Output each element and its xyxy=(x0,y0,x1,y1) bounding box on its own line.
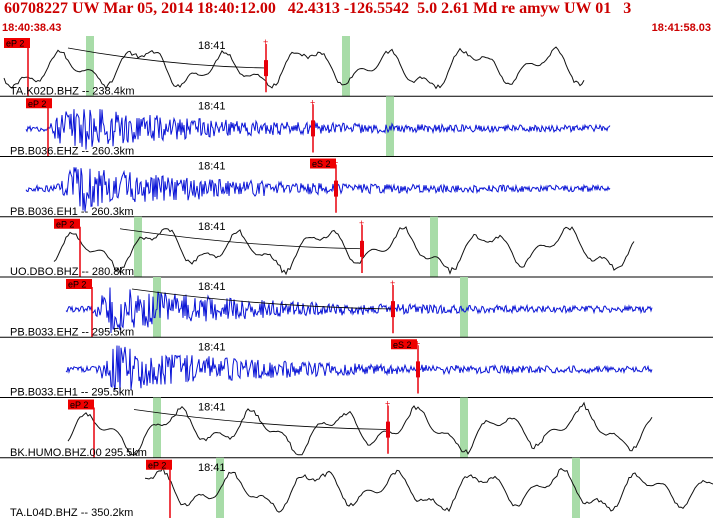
waveform xyxy=(67,401,653,456)
station-label: PB.B036.EH1 -- 260.3km xyxy=(10,206,134,218)
station-label: UO.DBO.BHZ -- 280.8km xyxy=(10,266,134,278)
p-pick-label: eP 2 xyxy=(148,460,166,470)
start-time: 18:40:38.43 xyxy=(2,22,62,34)
phase-window xyxy=(86,36,94,97)
phase-window xyxy=(216,457,224,518)
p-pick-label-box[interactable] xyxy=(68,399,94,410)
coda-envelope xyxy=(131,288,394,310)
p-pick-label-box[interactable] xyxy=(26,98,52,109)
waveform xyxy=(25,167,611,212)
s-pick-bar xyxy=(360,240,364,257)
pick-plus-icon: + xyxy=(385,399,390,409)
station-label: TA.L04D.BHZ -- 350.2km xyxy=(10,507,133,518)
phase-window xyxy=(460,277,468,338)
waveform xyxy=(65,287,653,334)
phase-window xyxy=(430,216,438,277)
time-tick-label: 18:41 xyxy=(198,462,226,474)
p-pick-label-box[interactable] xyxy=(54,218,80,229)
waveform xyxy=(65,345,653,394)
s-pick-label-box[interactable] xyxy=(391,339,417,350)
phase-window xyxy=(572,457,580,518)
p-pick-label: eP 2 xyxy=(6,39,24,49)
coda-envelope xyxy=(119,228,363,250)
s-pick-bar xyxy=(391,301,395,318)
end-time: 18:41:58.03 xyxy=(651,22,711,34)
p-pick-label-box[interactable] xyxy=(146,459,172,470)
time-tick-label: 18:41 xyxy=(198,100,226,112)
s-pick-bar xyxy=(386,421,390,438)
phase-window xyxy=(460,397,468,458)
p-pick-label-box[interactable] xyxy=(66,279,92,289)
p-pick-label: eP 2 xyxy=(70,400,88,410)
trace-row[interactable]: 18:41 eP 2 + PB.B036.EHZ -- 260.3km xyxy=(0,96,713,158)
phase-window xyxy=(153,397,161,458)
event-header: 60708227 UW Mar 05, 2014 18:40:12.00 42.… xyxy=(0,0,713,36)
trace-row[interactable]: 18:41 +eS 2 PB.B033.EH1 -- 295.5km xyxy=(0,338,713,399)
trace-row[interactable]: 18:41+eS 2PB.B036.EH1 -- 260.3km xyxy=(0,158,713,218)
station-label: PB.B033.EH1 -- 295.5km xyxy=(10,387,134,399)
trace-row[interactable]: 18:41 eP 2 + TA.K02D.BHZ -- 238.4km xyxy=(0,36,713,97)
waveform xyxy=(53,226,635,276)
s-pick-bar xyxy=(334,180,338,197)
phase-window xyxy=(342,36,350,97)
trace-row[interactable]: 18:41 eP 2 + BK.HUMO.BHZ.00 295.5km xyxy=(0,397,713,459)
s-pick-bar xyxy=(416,361,420,378)
time-tick-label: 18:41 xyxy=(198,281,226,293)
station-label: PB.B033.EHZ -- 295.5km xyxy=(10,326,134,338)
time-tick-label: 18:41 xyxy=(198,40,226,52)
p-pick-label-box[interactable] xyxy=(4,38,30,48)
time-tick-label: 18:41 xyxy=(198,402,226,414)
time-tick-label: 18:41 xyxy=(198,161,226,173)
coda-envelope xyxy=(67,47,267,69)
trace-row[interactable]: 18:41 eP 2 + UO.DBO.BHZ -- 280.8km xyxy=(0,216,713,278)
station-label: BK.HUMO.BHZ.00 295.5km xyxy=(10,447,147,459)
pick-plus-icon: + xyxy=(263,37,268,47)
s-pick-label-box[interactable] xyxy=(310,158,336,169)
seismogram-panel[interactable]: 18:41 eP 2 + TA.K02D.BHZ -- 238.4km 18:41 eP … xyxy=(0,36,713,518)
waveform xyxy=(3,46,585,90)
p-pick-label: eP 2 xyxy=(56,219,74,229)
s-pick-label: eS 2 xyxy=(312,159,331,169)
p-pick-label: eP 2 xyxy=(28,99,46,109)
station-label: TA.K02D.BHZ -- 238.4km xyxy=(10,85,135,97)
waveform xyxy=(25,109,611,150)
pick-plus-icon: + xyxy=(310,97,315,107)
phase-window xyxy=(134,216,142,277)
s-pick-bar xyxy=(264,60,268,77)
s-pick-bar xyxy=(311,120,315,137)
pick-plus-icon: + xyxy=(359,218,364,228)
station-label: PB.B036.EHZ -- 260.3km xyxy=(10,146,134,158)
time-tick-label: 18:41 xyxy=(198,341,226,353)
s-pick-label: eS 2 xyxy=(393,340,412,350)
p-pick-label: eP 2 xyxy=(68,280,86,290)
event-title: 60708227 UW Mar 05, 2014 18:40:12.00 42.… xyxy=(4,0,632,17)
trace-row[interactable]: 18:41 eP 2 TA.L04D.BHZ -- 350.2km xyxy=(10,457,713,518)
pick-plus-icon: + xyxy=(415,338,420,348)
coda-envelope xyxy=(133,409,389,430)
pick-plus-icon: + xyxy=(390,278,395,288)
trace-row[interactable]: 18:41 eP 2 + PB.B033.EHZ -- 295.5km xyxy=(0,277,713,338)
waveform xyxy=(144,466,713,513)
time-tick-label: 18:41 xyxy=(198,221,226,233)
